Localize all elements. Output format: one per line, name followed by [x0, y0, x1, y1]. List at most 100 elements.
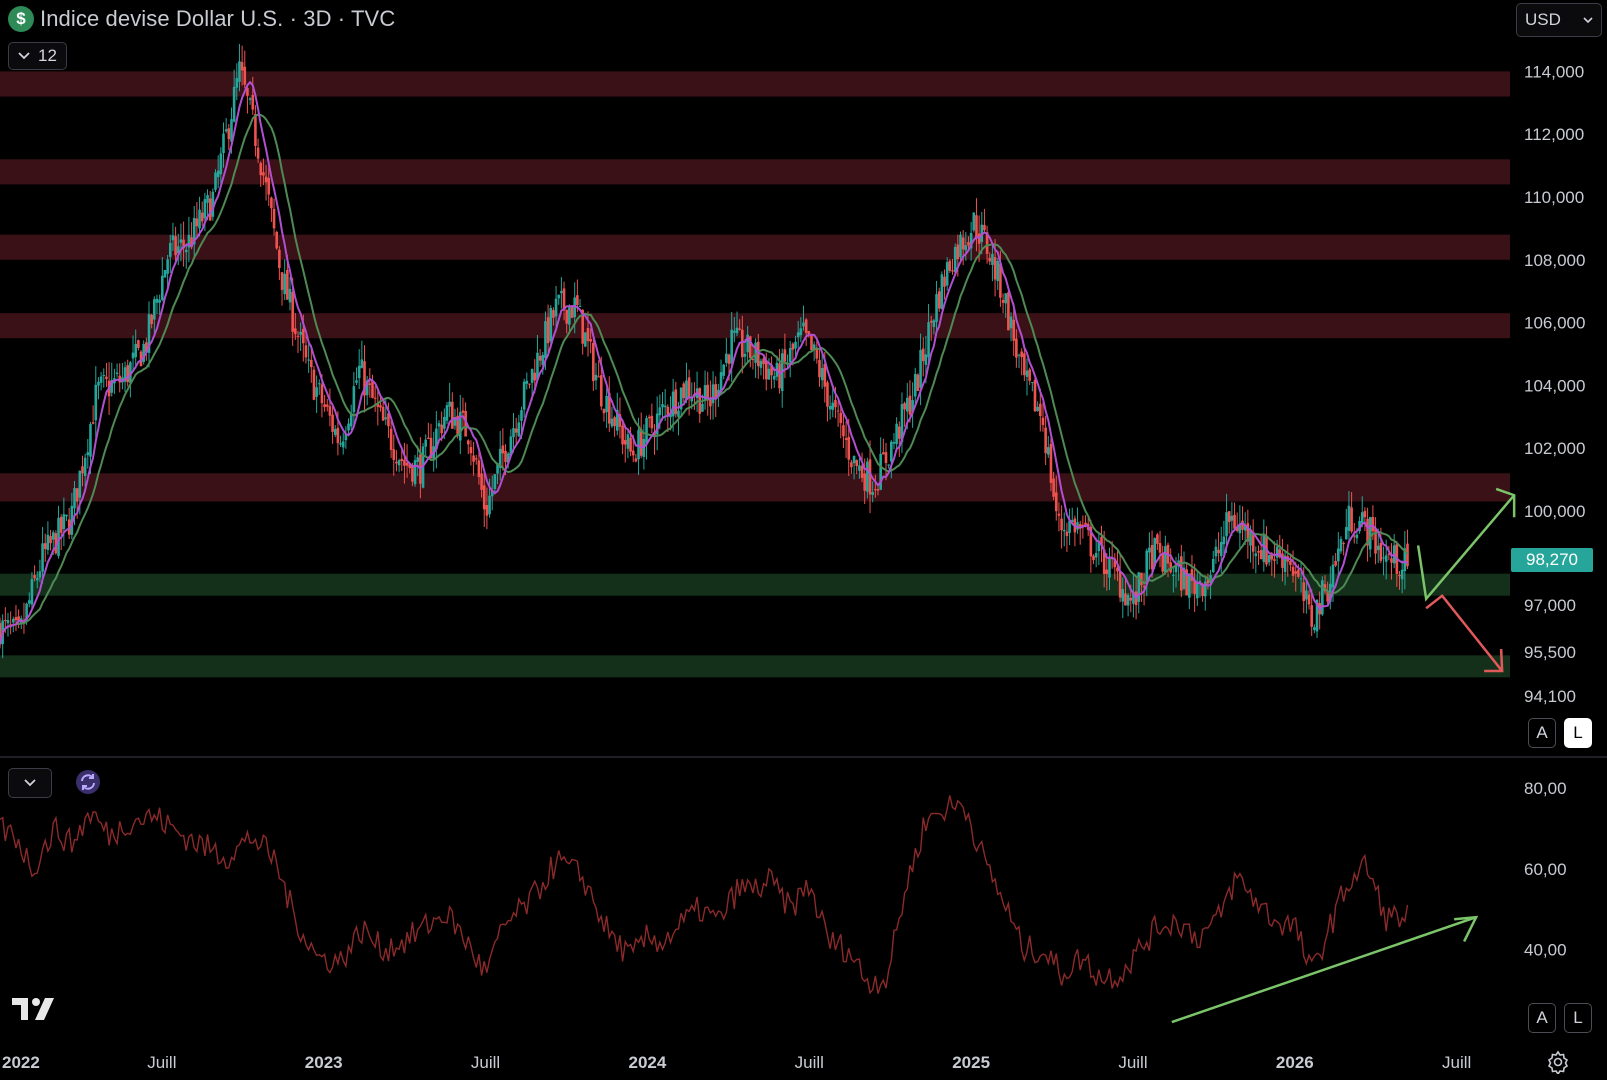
candle-body [1049, 443, 1053, 483]
currency-select[interactable]: USD [1516, 3, 1602, 37]
candle-body [1222, 536, 1226, 545]
candle [645, 415, 648, 460]
indicators-toggle-button[interactable]: 12 [8, 42, 67, 70]
candle-body [440, 424, 443, 434]
candle [283, 259, 286, 301]
candle [1150, 530, 1154, 578]
candle [1161, 545, 1165, 575]
candle-body [520, 410, 523, 421]
candle-body [211, 191, 215, 217]
rsi-pane-toggle-button[interactable] [8, 768, 52, 798]
candle [607, 376, 611, 432]
candle [1257, 545, 1260, 565]
time-tick-label: Juill [471, 1053, 500, 1072]
candle [1347, 491, 1351, 542]
candle [1222, 520, 1226, 554]
candle-body [1211, 558, 1215, 573]
log-scale-button[interactable]: L [1564, 718, 1592, 748]
candle-body [1339, 539, 1343, 552]
candle-body [799, 328, 803, 336]
candle-body [176, 246, 180, 254]
candle [408, 463, 412, 474]
chart-title[interactable]: Indice devise Dollar U.S. · 3D · TVC [40, 6, 396, 31]
candle-body [767, 368, 771, 380]
candle [27, 592, 31, 608]
candle-body [855, 460, 859, 467]
candle-body [951, 270, 954, 272]
candle [1360, 496, 1364, 528]
candle [1004, 293, 1008, 318]
rsi-auto-scale-button[interactable]: A [1528, 1003, 1556, 1033]
candle-body [317, 383, 321, 385]
candle [490, 475, 494, 511]
candle-body [464, 411, 467, 437]
candle [498, 430, 502, 481]
candle-body [618, 414, 622, 427]
rsi-divergence-arrow [1171, 916, 1477, 1024]
candle-body [592, 342, 595, 382]
candle-body [1283, 555, 1287, 573]
candle [121, 362, 124, 390]
candle-body [661, 404, 664, 408]
candle-body [1257, 551, 1260, 553]
auto-scale-button[interactable]: A [1528, 718, 1556, 748]
candle-body [1054, 492, 1058, 512]
price-tick-label: 95,500 [1524, 643, 1576, 662]
candle-body [895, 423, 898, 445]
bearish-scenario-arrow [1425, 593, 1504, 672]
candle [1254, 546, 1258, 574]
candle [1251, 519, 1255, 569]
candle-body [490, 490, 494, 497]
rsi-log-scale-button[interactable]: L [1564, 1003, 1592, 1033]
gear-icon[interactable] [1546, 1050, 1570, 1079]
candle-body [453, 417, 457, 426]
candle-body [30, 579, 34, 605]
candle-body [163, 270, 167, 278]
candle-body [623, 440, 627, 445]
candle [860, 452, 864, 483]
candle-body [474, 458, 478, 460]
candle-body [772, 376, 776, 380]
candle-body [320, 384, 324, 404]
candle [887, 464, 890, 469]
candle [344, 426, 348, 449]
candle [91, 405, 95, 425]
candle-body [749, 336, 752, 358]
candle-body [557, 294, 561, 299]
candle [1249, 525, 1252, 563]
candle [594, 362, 598, 390]
candle [1323, 575, 1327, 595]
candle-body [637, 430, 640, 460]
candle [1286, 544, 1290, 577]
candle-body [267, 177, 271, 195]
candle [528, 383, 531, 389]
refresh-icon[interactable] [74, 768, 102, 796]
candle [884, 442, 888, 481]
candle-body [778, 363, 781, 389]
candle [57, 505, 60, 559]
candle [41, 527, 44, 584]
candle-body [807, 331, 811, 336]
candle-body [818, 359, 821, 378]
candle [1358, 516, 1361, 534]
candle-body [1374, 528, 1377, 554]
candle [653, 424, 656, 455]
candle [280, 272, 284, 306]
candle-body [887, 464, 890, 466]
candle-body [578, 306, 582, 308]
time-tick-label: 2022 [2, 1053, 40, 1072]
candle-body [1230, 515, 1234, 521]
candle [892, 433, 896, 450]
candle-body [1156, 534, 1159, 544]
candle-body [900, 404, 904, 443]
candle [392, 434, 396, 476]
candle-body [631, 450, 635, 456]
indicator-count: 12 [38, 46, 57, 65]
candle-body [472, 455, 475, 462]
candle [1344, 508, 1348, 540]
candle [131, 335, 135, 372]
candle-body [919, 349, 922, 388]
candle-body [1164, 546, 1167, 573]
candle-body [1390, 558, 1393, 563]
